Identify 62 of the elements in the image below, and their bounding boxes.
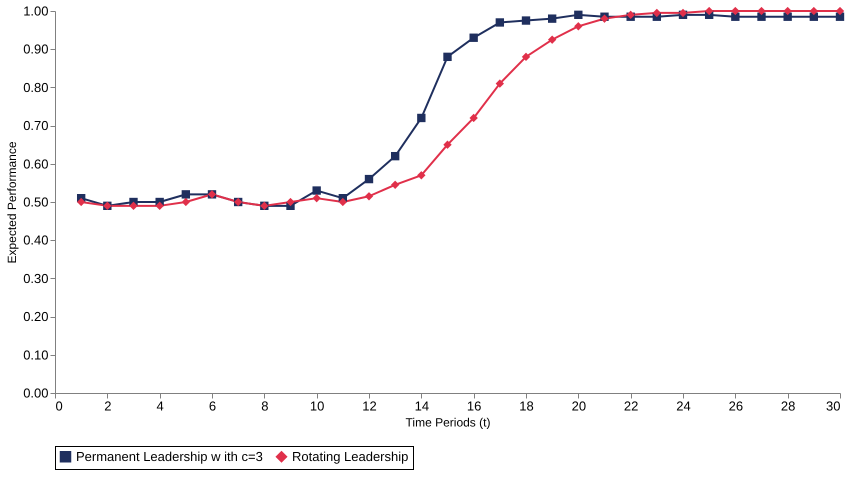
point [652,8,662,18]
point [704,6,714,16]
point [390,152,400,160]
x-tick-label: 12 [362,398,377,414]
point [443,140,452,149]
point [364,174,374,184]
y-tick-label: 0.00 [23,386,48,400]
point [548,14,556,23]
point [312,194,321,202]
point [182,190,190,199]
point [836,6,844,16]
y-tick-label: 0.90 [23,42,48,57]
x-tick-label: 20 [572,398,586,414]
point [548,35,556,44]
x-tick-label: 18 [519,398,534,414]
x-axis-title: Time Periods (t) [406,416,490,430]
point [757,6,766,16]
x-tick-label: 26 [728,398,744,414]
x-tick-label: 24 [676,398,691,414]
x-tick-label: 8 [261,398,268,414]
y-tick-label: 0.40 [23,232,48,248]
y-tick-label: 0.20 [23,309,48,324]
point [129,202,138,210]
point [574,10,583,20]
point [522,16,530,25]
y-tick-label: 0.30 [23,270,48,286]
point [417,171,426,180]
point [417,114,426,122]
x-tick-label: 2 [104,398,112,414]
point [496,18,504,27]
x-tick-label: 14 [414,398,430,414]
x-tick-label: 6 [208,398,216,414]
point [312,186,321,195]
point [496,79,504,88]
y-tick-label: 0.80 [23,80,48,95]
y-tick-label: 0.60 [23,156,48,172]
x-tick-label: 28 [780,398,796,414]
x-tick-label: 10 [310,398,324,414]
legend-label: Rotating Leadership [292,448,408,464]
point [443,52,452,62]
point [469,34,478,42]
point [155,202,164,210]
point [364,192,374,200]
point [574,22,583,30]
point [390,180,400,189]
point [76,198,86,206]
point [182,198,190,206]
y-tick-label: 0.10 [23,347,48,362]
y-tick-label: 0.70 [23,118,48,134]
y-tick-label: 1.00 [23,4,48,18]
point [522,52,530,62]
point [286,198,295,206]
point [469,114,478,122]
x-tick-label: 16 [466,398,482,414]
legend-label: Permanent Leadership w ith c=3 [76,448,263,464]
x-tick-label: 22 [624,398,638,414]
y-tick-label: 0.50 [23,194,48,210]
x-tick-label: 30 [826,398,840,414]
y-axis-title: Expected Performance [5,141,20,264]
x-tick-label: 0 [56,398,63,414]
x-tick-label: 4 [156,398,164,414]
point [338,198,348,206]
